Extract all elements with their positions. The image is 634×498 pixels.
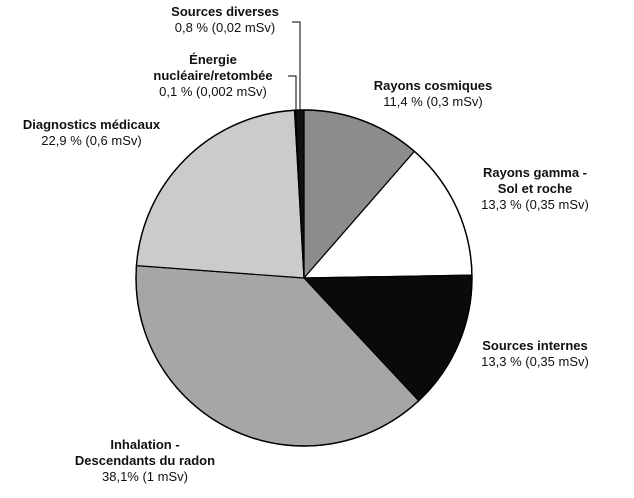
label-title: Diagnostics médicaux [22,117,161,132]
label-title-line2: Sol et roche [497,181,573,196]
label-rayons-gamma: Rayons gamma - Sol et roche 13,3 % (0,35… [460,165,610,213]
leader-line-sources-diverses [292,21,301,111]
label-value: 13,3 % (0,35 mSv) [481,354,589,369]
label-energie-nucleaire: Énergie nucléaire/retombée 0,1 % (0,002 … [138,52,288,100]
label-rayons-cosmiques: Rayons cosmiques 11,4 % (0,3 mSv) [358,78,508,110]
label-sources-internes: Sources internes 13,3 % (0,35 mSv) [460,338,610,370]
label-title: Inhalation - [110,437,180,452]
label-value: 13,3 % (0,35 mSv) [481,197,589,212]
label-title: Rayons gamma - [482,165,588,180]
label-value: 11,4 % (0,3 mSv) [383,94,483,109]
label-title: Rayons cosmiques [373,78,493,93]
label-title: Énergie [189,52,237,67]
label-title: Sources diverses [171,4,279,19]
label-value: 22,9 % (0,6 mSv) [41,133,142,148]
label-title: Sources internes [482,338,588,353]
label-title-line2: nucléaire/retombée [153,68,273,83]
leader-line-energie-nucleaire [288,75,297,111]
label-value: 0,1 % (0,002 mSv) [159,84,267,99]
label-value: 0,8 % (0,02 mSv) [174,20,276,35]
label-inhalation-radon: Inhalation - Descendants du radon 38,1% … [50,437,240,485]
pie-outline [135,109,473,447]
label-sources-diverses: Sources diverses 0,8 % (0,02 mSv) [150,4,300,36]
label-value: 38,1% (1 mSv) [102,469,188,484]
label-diagnostics-medicaux: Diagnostics médicaux 22,9 % (0,6 mSv) [14,117,169,149]
label-title-line2: Descendants du radon [74,453,216,468]
